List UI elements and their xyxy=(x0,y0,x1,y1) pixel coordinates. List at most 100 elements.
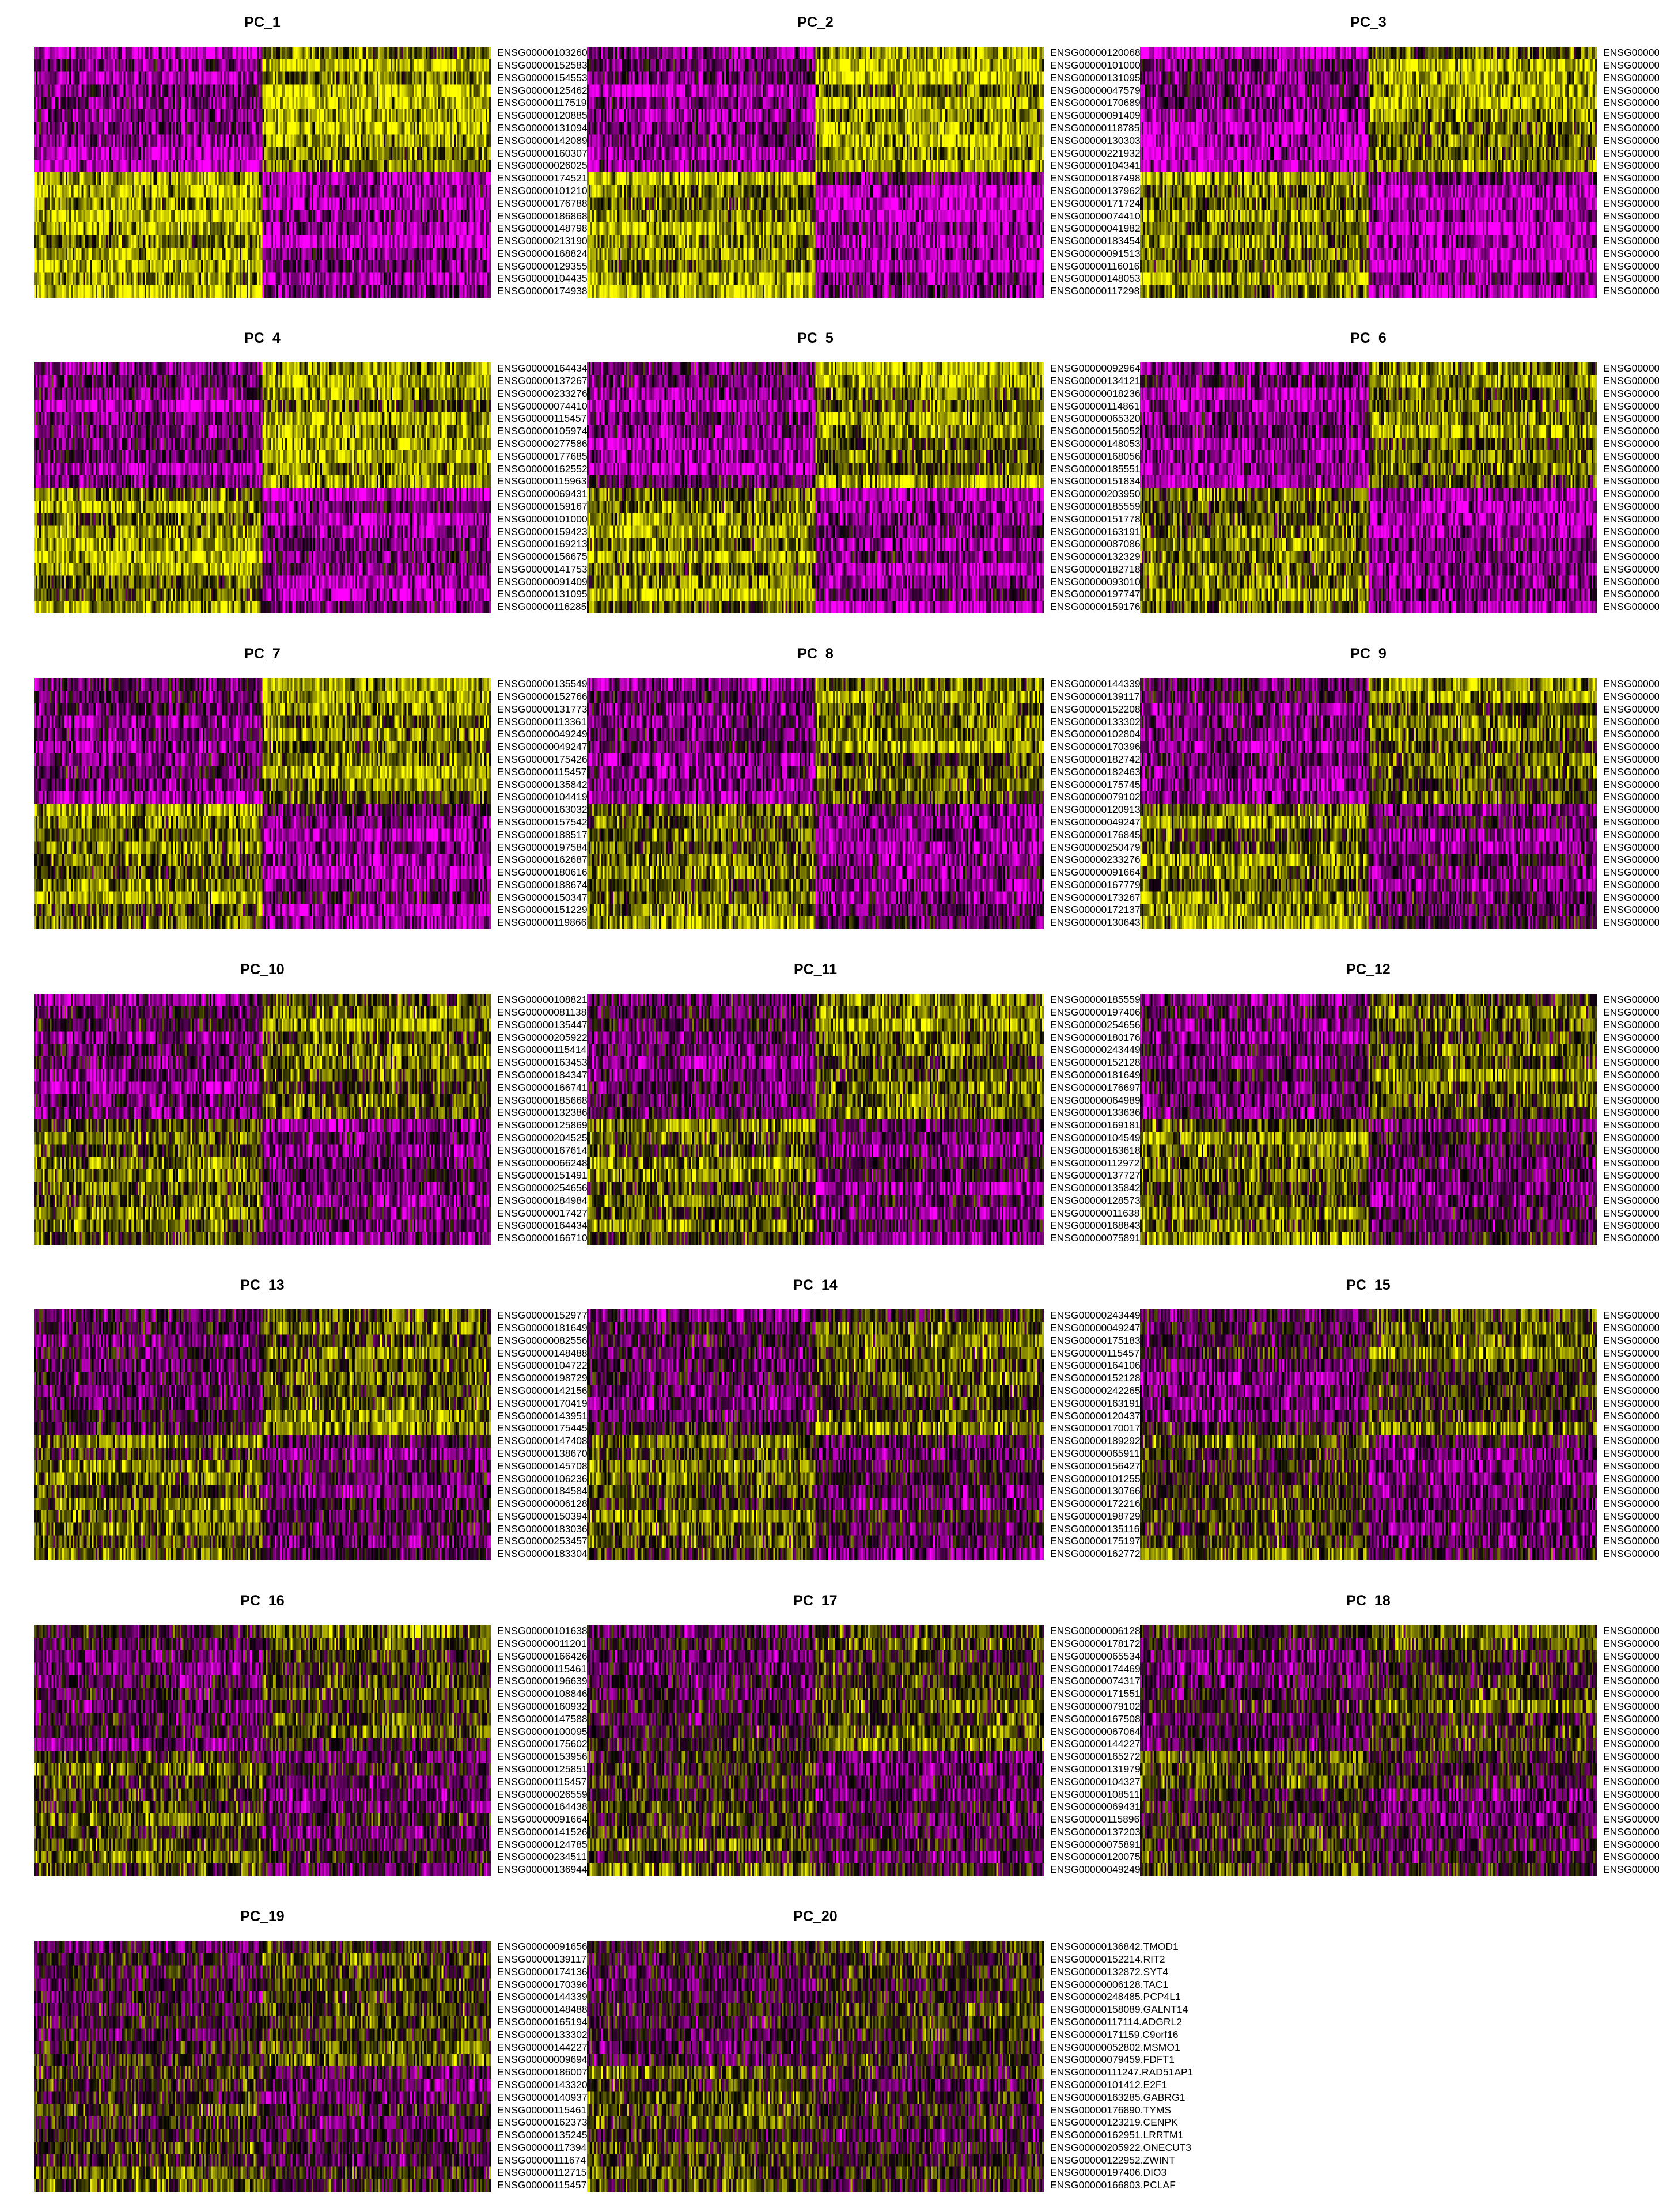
gene-label: ENSG00000075891 xyxy=(1050,1838,1141,1850)
gene-label: ENSG00000 xyxy=(1603,1410,1659,1422)
gene-label: ENSG00000130766 xyxy=(1050,1485,1141,1497)
gene-label: ENSG00000 xyxy=(1603,260,1659,272)
gene-label: ENSG00000250479 xyxy=(1050,841,1141,853)
gene-label: ENSG00000144339 xyxy=(497,1991,588,2003)
gene-label: ENSG00000 xyxy=(1603,210,1659,222)
gene-label: ENSG00000 xyxy=(1603,1775,1659,1787)
gene-label: ENSG00000142156 xyxy=(497,1384,588,1396)
gene-label: ENSG00000104549 xyxy=(1050,1131,1141,1143)
gene-label: ENSG00000152128 xyxy=(1050,1372,1141,1384)
gene-label: ENSG00000 xyxy=(1603,741,1659,753)
gene-label: ENSG00000 xyxy=(1603,1460,1659,1472)
gene-label: ENSG00000049249 xyxy=(497,728,588,740)
gene-label: ENSG00000 xyxy=(1603,488,1659,500)
gene-labels: ENSG00000 ENSG00000 ENSG00000 ENSG00000 ENSG… xyxy=(1603,678,1659,929)
gene-label: ENSG00000122952.ZWINT xyxy=(1050,2154,1175,2166)
heatmap-cells xyxy=(1140,47,1597,298)
gene-label: ENSG00000074410 xyxy=(497,400,588,412)
gene-label: ENSG00000069431 xyxy=(1050,1801,1141,1813)
gene-label: ENSG00000 xyxy=(1603,1056,1659,1069)
gene-labels: ENSG00000135549 ENSG00000152766 ENSG000001… xyxy=(497,678,588,929)
gene-label: ENSG00000205922 xyxy=(497,1031,588,1043)
gene-labels: ENSG00000103260 ENSG00000152583 ENSG000001… xyxy=(497,47,588,298)
gene-label: ENSG00000163453 xyxy=(497,1056,588,1069)
gene-label: ENSG00000 xyxy=(1603,1851,1659,1863)
heatmap-cells xyxy=(587,1625,1044,1876)
gene-label: ENSG00000112972 xyxy=(1050,1157,1140,1169)
gene-label: ENSG00000101412.E2F1 xyxy=(1050,2078,1168,2090)
gene-label: ENSG00000198729 xyxy=(1050,1510,1141,1522)
gene-label: ENSG00000254656 xyxy=(497,1182,588,1194)
gene-label: ENSG00000 xyxy=(1603,563,1659,575)
gene-label: ENSG00000144339 xyxy=(1050,678,1141,690)
gene-label: ENSG00000141526 xyxy=(497,1825,588,1838)
heatmap-cells xyxy=(34,1625,491,1876)
gene-label: ENSG00000185559 xyxy=(1050,500,1141,512)
gene-label: ENSG00000185668 xyxy=(497,1094,588,1106)
gene-label: ENSG00000 xyxy=(1603,412,1659,425)
gene-label: ENSG00000151834 xyxy=(1050,475,1141,487)
gene-label: ENSG00000172216 xyxy=(1050,1498,1141,1510)
gene-label: ENSG00000 xyxy=(1603,1738,1659,1750)
gene-label: ENSG00000148053 xyxy=(1050,272,1141,285)
gene-label: ENSG00000180616 xyxy=(497,866,588,878)
gene-label: ENSG00000006128.TAC1 xyxy=(1050,1978,1168,1990)
gene-label: ENSG00000144227 xyxy=(497,2041,588,2053)
heatmap-cells xyxy=(1140,994,1597,1245)
gene-label: ENSG00000 xyxy=(1603,841,1659,853)
gene-label: ENSG00000 xyxy=(1603,1006,1659,1018)
gene-label: ENSG00000 xyxy=(1603,1522,1659,1535)
gene-label: ENSG00000 xyxy=(1603,1751,1659,1763)
gene-labels: ENSG00000 ENSG00000 ENSG00000 ENSG00000 ENSG… xyxy=(1603,1625,1659,1876)
gene-label: ENSG00000182463 xyxy=(1050,766,1141,778)
gene-label: ENSG00000128573 xyxy=(1050,1194,1141,1206)
gene-label: ENSG00000148798 xyxy=(497,222,588,234)
gene-label: ENSG00000144227 xyxy=(1050,1738,1141,1750)
gene-label: ENSG00000 xyxy=(1603,1510,1659,1522)
gene-label: ENSG00000 xyxy=(1603,678,1659,690)
gene-label: ENSG00000177685 xyxy=(497,450,588,462)
gene-label: ENSG00000105974 xyxy=(497,425,588,437)
gene-label: ENSG00000115414 xyxy=(497,1044,587,1056)
gene-label: ENSG00000 xyxy=(1603,272,1659,285)
gene-label: ENSG00000106236 xyxy=(497,1472,588,1484)
gene-label: ENSG00000176788 xyxy=(497,197,588,209)
gene-label: ENSG00000091409 xyxy=(1050,109,1141,122)
gene-label: ENSG00000142089 xyxy=(497,134,588,146)
gene-label: ENSG00000168824 xyxy=(497,247,588,259)
gene-label: ENSG00000164438 xyxy=(497,1801,588,1813)
gene-label: ENSG00000049247 xyxy=(1050,1321,1141,1334)
gene-label: ENSG00000 xyxy=(1603,1435,1659,1447)
panel-title: PC_12 xyxy=(1346,961,1391,978)
gene-label: ENSG00000100095 xyxy=(497,1725,588,1737)
gene-label: ENSG00000203950 xyxy=(1050,488,1141,500)
gene-label: ENSG00000172137 xyxy=(1050,904,1141,916)
gene-label: ENSG00000189292 xyxy=(1050,1435,1141,1447)
gene-label: ENSG00000159167 xyxy=(497,500,588,512)
gene-label: ENSG00000157542 xyxy=(497,816,588,828)
gene-label: ENSG00000171159.C9orf16 xyxy=(1050,2028,1179,2040)
gene-label: ENSG00000092964 xyxy=(1050,362,1141,374)
gene-label: ENSG00000233276 xyxy=(497,387,588,399)
gene-labels: ENSG00000136842.TMOD1 ENSG00000152214.RIT… xyxy=(1050,1941,1193,2192)
gene-label: ENSG00000 xyxy=(1603,1359,1659,1372)
gene-label: ENSG00000221932 xyxy=(1050,147,1141,159)
gene-label: ENSG00000115457 xyxy=(497,766,587,778)
panel-title: PC_1 xyxy=(244,14,281,31)
gene-label: ENSG00000052802.MSMO1 xyxy=(1050,2041,1180,2053)
gene-label: ENSG00000108846 xyxy=(497,1688,588,1700)
gene-label: ENSG00000163285.GABRG1 xyxy=(1050,2091,1185,2103)
gene-label: ENSG00000115461 xyxy=(497,2104,587,2116)
gene-label: ENSG00000158089.GALNT14 xyxy=(1050,2003,1188,2016)
gene-label: ENSG00000 xyxy=(1603,1321,1659,1334)
gene-label: ENSG00000175426 xyxy=(497,753,588,765)
gene-label: ENSG00000135245 xyxy=(497,2129,588,2141)
gene-label: ENSG00000166803.PCLAF xyxy=(1050,2179,1176,2191)
gene-label: ENSG00000 xyxy=(1603,1031,1659,1043)
gene-label: ENSG00000166741 xyxy=(497,1081,588,1093)
gene-label: ENSG00000104435 xyxy=(497,272,588,285)
gene-label: ENSG00000049249 xyxy=(1050,1863,1141,1876)
gene-label: ENSG00000074410 xyxy=(1050,210,1141,222)
gene-label: ENSG00000167614 xyxy=(497,1144,588,1156)
gene-label: ENSG00000115461 xyxy=(497,1662,587,1675)
